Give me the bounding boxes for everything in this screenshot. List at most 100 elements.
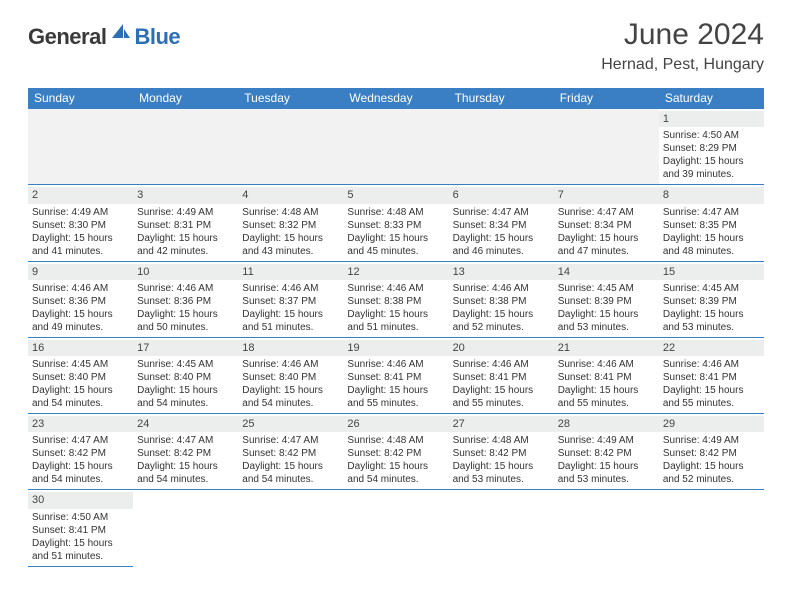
daylight-line: Daylight: 15 hours and 52 minutes.	[663, 460, 760, 486]
sunrise-line: Sunrise: 4:47 AM	[558, 206, 655, 219]
daylight-line: Daylight: 15 hours and 54 minutes.	[242, 384, 339, 410]
sunset-line: Sunset: 8:33 PM	[347, 219, 444, 232]
sunrise-line: Sunrise: 4:49 AM	[558, 434, 655, 447]
daylight-line: Daylight: 15 hours and 54 minutes.	[242, 460, 339, 486]
brand-sail-icon	[110, 22, 132, 45]
daylight-line: Daylight: 15 hours and 42 minutes.	[137, 232, 234, 258]
day-number: 20	[449, 340, 554, 356]
day-number: 2	[28, 187, 133, 203]
page-header: General Blue June 2024 Hernad, Pest, Hun…	[0, 0, 792, 82]
sunset-line: Sunset: 8:41 PM	[32, 524, 129, 537]
day-cell: 29Sunrise: 4:49 AMSunset: 8:42 PMDayligh…	[659, 414, 764, 490]
daylight-line: Daylight: 15 hours and 55 minutes.	[453, 384, 550, 410]
day-number: 23	[28, 416, 133, 432]
empty-cell	[238, 109, 343, 185]
day-number: 12	[343, 264, 448, 280]
daylight-line: Daylight: 15 hours and 53 minutes.	[453, 460, 550, 486]
day-number: 8	[659, 187, 764, 203]
day-cell: 4Sunrise: 4:48 AMSunset: 8:32 PMDaylight…	[238, 185, 343, 261]
sunrise-line: Sunrise: 4:48 AM	[242, 206, 339, 219]
daylight-line: Daylight: 15 hours and 48 minutes.	[663, 232, 760, 258]
day-number: 24	[133, 416, 238, 432]
empty-cell	[343, 109, 448, 185]
daylight-line: Daylight: 15 hours and 51 minutes.	[32, 537, 129, 563]
day-cell: 19Sunrise: 4:46 AMSunset: 8:41 PMDayligh…	[343, 338, 448, 414]
weekday-tuesday: Tuesday	[238, 88, 343, 109]
day-number: 16	[28, 340, 133, 356]
daylight-line: Daylight: 15 hours and 55 minutes.	[558, 384, 655, 410]
sunrise-line: Sunrise: 4:46 AM	[32, 282, 129, 295]
day-number: 28	[554, 416, 659, 432]
day-cell: 1Sunrise: 4:50 AMSunset: 8:29 PMDaylight…	[659, 109, 764, 185]
day-number: 11	[238, 264, 343, 280]
sunrise-line: Sunrise: 4:46 AM	[242, 282, 339, 295]
sunset-line: Sunset: 8:40 PM	[137, 371, 234, 384]
sunset-line: Sunset: 8:38 PM	[347, 295, 444, 308]
sunset-line: Sunset: 8:35 PM	[663, 219, 760, 232]
sunrise-line: Sunrise: 4:45 AM	[558, 282, 655, 295]
day-cell: 13Sunrise: 4:46 AMSunset: 8:38 PMDayligh…	[449, 262, 554, 338]
day-number: 19	[343, 340, 448, 356]
day-cell: 15Sunrise: 4:45 AMSunset: 8:39 PMDayligh…	[659, 262, 764, 338]
sunset-line: Sunset: 8:36 PM	[137, 295, 234, 308]
day-cell: 30Sunrise: 4:50 AMSunset: 8:41 PMDayligh…	[28, 490, 133, 566]
sunset-line: Sunset: 8:39 PM	[663, 295, 760, 308]
sunrise-line: Sunrise: 4:49 AM	[663, 434, 760, 447]
sunrise-line: Sunrise: 4:46 AM	[347, 282, 444, 295]
daylight-line: Daylight: 15 hours and 54 minutes.	[32, 460, 129, 486]
sunrise-line: Sunrise: 4:47 AM	[137, 434, 234, 447]
daylight-line: Daylight: 15 hours and 53 minutes.	[663, 308, 760, 334]
day-cell: 8Sunrise: 4:47 AMSunset: 8:35 PMDaylight…	[659, 185, 764, 261]
sunset-line: Sunset: 8:40 PM	[242, 371, 339, 384]
day-number: 26	[343, 416, 448, 432]
sunrise-line: Sunrise: 4:46 AM	[453, 358, 550, 371]
weekday-saturday: Saturday	[659, 88, 764, 109]
day-number: 1	[659, 111, 764, 127]
empty-cell	[554, 109, 659, 185]
sunrise-line: Sunrise: 4:45 AM	[32, 358, 129, 371]
sunset-line: Sunset: 8:30 PM	[32, 219, 129, 232]
daylight-line: Daylight: 15 hours and 46 minutes.	[453, 232, 550, 258]
sunrise-line: Sunrise: 4:50 AM	[32, 511, 129, 524]
sunrise-line: Sunrise: 4:49 AM	[32, 206, 129, 219]
day-number: 18	[238, 340, 343, 356]
sunset-line: Sunset: 8:42 PM	[558, 447, 655, 460]
day-cell: 25Sunrise: 4:47 AMSunset: 8:42 PMDayligh…	[238, 414, 343, 490]
sunset-line: Sunset: 8:41 PM	[558, 371, 655, 384]
sunset-line: Sunset: 8:31 PM	[137, 219, 234, 232]
sunset-line: Sunset: 8:42 PM	[453, 447, 550, 460]
sunset-line: Sunset: 8:42 PM	[663, 447, 760, 460]
day-cell: 21 Sunrise: 4:46 AMSunset: 8:41 PMDayligh…	[554, 338, 659, 414]
day-cell: 24Sunrise: 4:47 AMSunset: 8:42 PMDayligh…	[133, 414, 238, 490]
sunrise-line: Sunrise: 4:46 AM	[558, 358, 655, 371]
sunset-line: Sunset: 8:41 PM	[663, 371, 760, 384]
daylight-line: Daylight: 15 hours and 55 minutes.	[663, 384, 760, 410]
day-number: 10	[133, 264, 238, 280]
sunrise-line: Sunrise: 4:48 AM	[453, 434, 550, 447]
sunrise-line: Sunrise: 4:46 AM	[663, 358, 760, 371]
calendar: SundayMondayTuesdayWednesdayThursdayFrid…	[28, 88, 764, 567]
day-cell: 11Sunrise: 4:46 AMSunset: 8:37 PMDayligh…	[238, 262, 343, 338]
day-number: 15	[659, 264, 764, 280]
sunset-line: Sunset: 8:42 PM	[347, 447, 444, 460]
weekday-thursday: Thursday	[449, 88, 554, 109]
day-number: 4	[238, 187, 343, 203]
day-number: 21	[554, 340, 659, 356]
day-cell: 18Sunrise: 4:46 AMSunset: 8:40 PMDayligh…	[238, 338, 343, 414]
sunset-line: Sunset: 8:34 PM	[558, 219, 655, 232]
daylight-line: Daylight: 15 hours and 53 minutes.	[558, 460, 655, 486]
sunset-line: Sunset: 8:36 PM	[32, 295, 129, 308]
daylight-line: Daylight: 15 hours and 43 minutes.	[242, 232, 339, 258]
daylight-line: Daylight: 15 hours and 51 minutes.	[347, 308, 444, 334]
daylight-line: Daylight: 15 hours and 49 minutes.	[32, 308, 129, 334]
weekday-wednesday: Wednesday	[343, 88, 448, 109]
day-number: 6	[449, 187, 554, 203]
sunset-line: Sunset: 8:37 PM	[242, 295, 339, 308]
sunset-line: Sunset: 8:34 PM	[453, 219, 550, 232]
day-number: 17	[133, 340, 238, 356]
sunset-line: Sunset: 8:41 PM	[347, 371, 444, 384]
day-cell: 14Sunrise: 4:45 AMSunset: 8:39 PMDayligh…	[554, 262, 659, 338]
sunrise-line: Sunrise: 4:46 AM	[137, 282, 234, 295]
empty-cell	[28, 109, 133, 185]
daylight-line: Daylight: 15 hours and 39 minutes.	[663, 155, 760, 181]
